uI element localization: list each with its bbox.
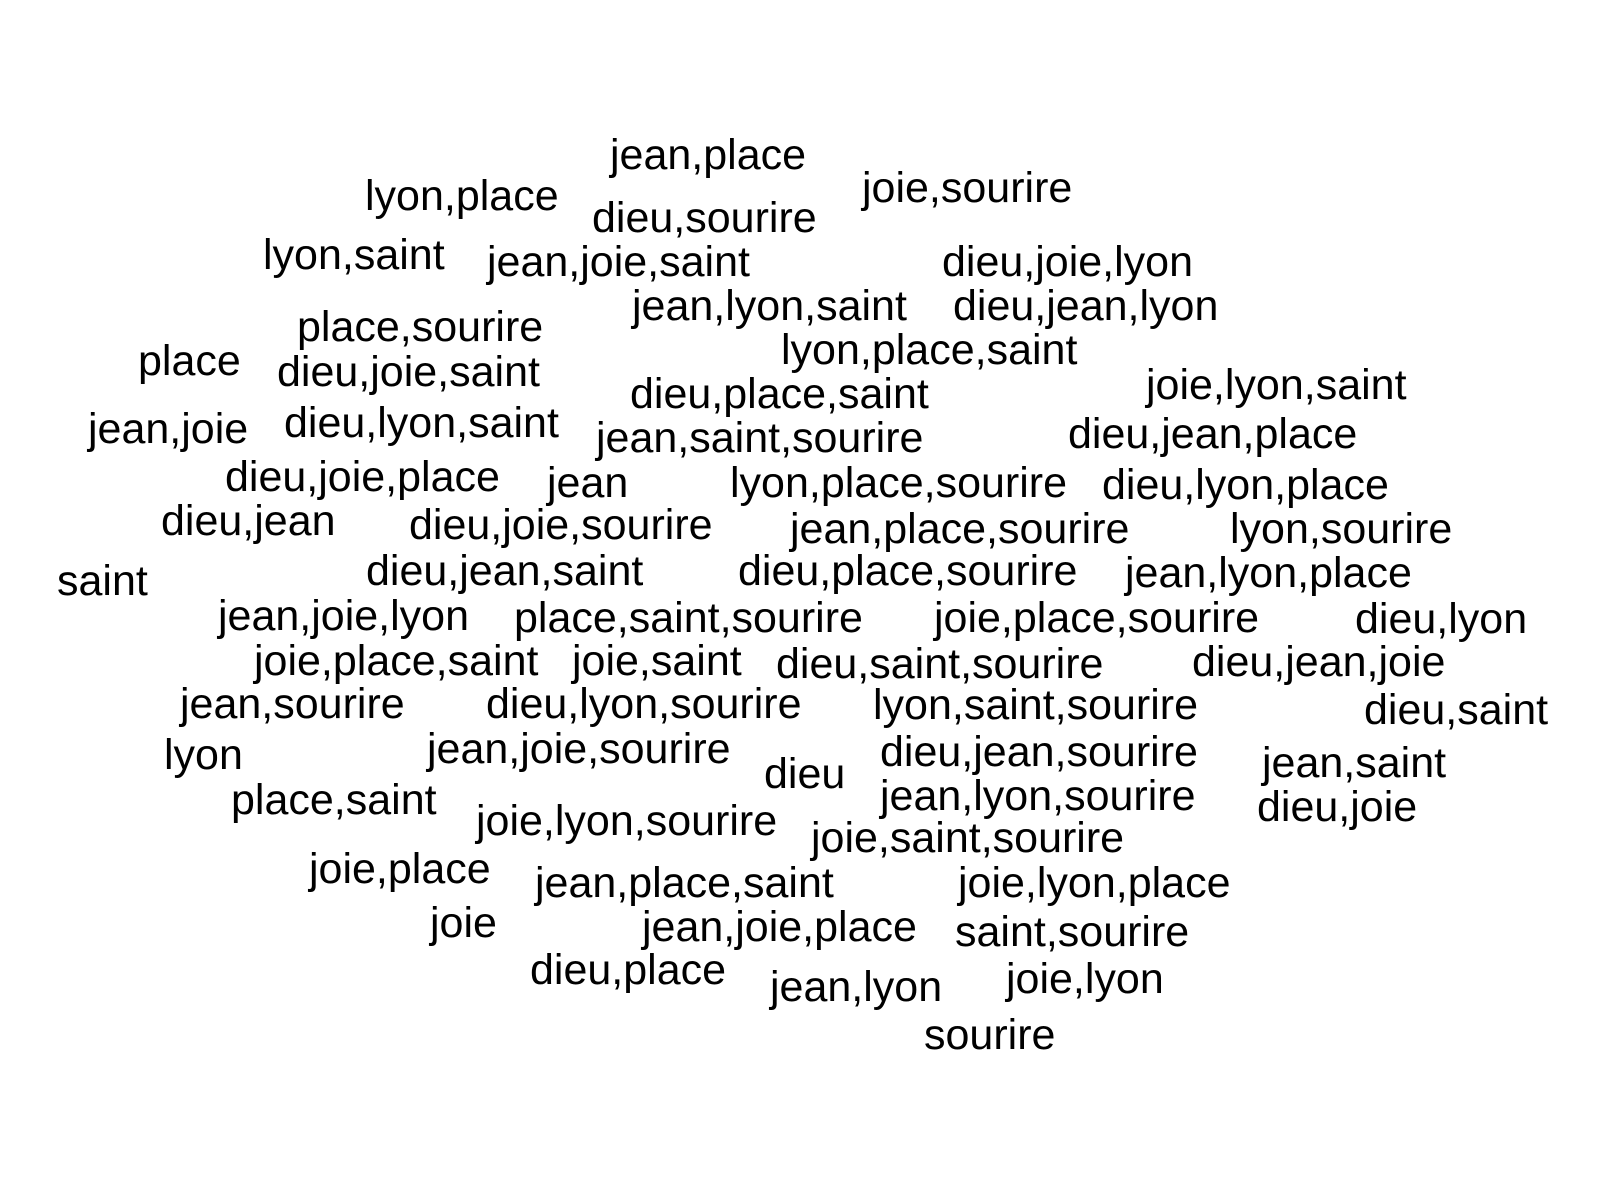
word: place,sourire: [297, 303, 544, 351]
word: dieu,jean,saint: [366, 547, 644, 595]
word: place,saint: [231, 776, 437, 824]
word: dieu,joie,sourire: [409, 501, 713, 549]
word: jean,place,saint: [535, 859, 834, 907]
word: dieu,sourire: [592, 194, 817, 242]
word: jean,place,sourire: [790, 505, 1130, 553]
word: dieu,jean,joie: [1192, 638, 1446, 686]
word: dieu,lyon,place: [1102, 461, 1389, 509]
word: place,saint,sourire: [514, 594, 863, 642]
word: dieu,place,sourire: [738, 547, 1078, 595]
word: jean,lyon: [770, 963, 943, 1011]
word: lyon,place,saint: [781, 326, 1078, 374]
word: dieu: [764, 750, 846, 798]
word: jean,joie,saint: [487, 238, 750, 286]
word: place: [138, 337, 241, 385]
word: joie,place: [309, 845, 491, 893]
word: dieu,jean,place: [1068, 410, 1358, 458]
word: dieu,jean: [161, 497, 336, 545]
word: jean,joie: [88, 405, 249, 453]
word: dieu,place: [530, 946, 727, 994]
word: jean,saint,sourire: [596, 414, 924, 462]
word: lyon,place: [365, 172, 559, 220]
word: jean,lyon,sourire: [880, 772, 1196, 820]
word: dieu,joie: [1257, 783, 1418, 831]
word: joie,saint,sourire: [811, 814, 1125, 862]
word: joie,lyon,place: [958, 859, 1231, 907]
word: lyon,saint: [263, 231, 445, 279]
word: dieu,saint: [1364, 686, 1549, 734]
word: sourire: [924, 1011, 1056, 1059]
word: lyon,place,sourire: [730, 459, 1068, 507]
word: lyon,saint,sourire: [873, 681, 1199, 729]
word: joie,place,sourire: [934, 594, 1260, 642]
word: dieu,joie,place: [225, 453, 500, 501]
word: lyon,sourire: [1230, 505, 1453, 553]
word: jean,joie,sourire: [427, 725, 731, 773]
word: jean,lyon,saint: [632, 282, 907, 330]
word: saint,sourire: [955, 908, 1190, 956]
word: jean,lyon,place: [1125, 549, 1412, 597]
word: joie,place,saint: [254, 637, 539, 685]
word: jean,place: [610, 131, 807, 179]
word: jean,joie,place: [642, 903, 917, 951]
word: dieu,joie,saint: [277, 348, 540, 396]
word: lyon: [164, 731, 243, 779]
word: dieu,jean,lyon: [953, 282, 1219, 330]
word: dieu,jean,sourire: [880, 728, 1198, 776]
word: dieu,lyon,saint: [284, 399, 559, 447]
word: jean: [547, 459, 629, 507]
word: jean,joie,lyon: [218, 592, 470, 640]
word: dieu,saint,sourire: [776, 640, 1104, 688]
word: saint: [57, 557, 148, 605]
word: dieu,joie,lyon: [942, 238, 1194, 286]
word: jean,saint: [1262, 739, 1447, 787]
word: jean,sourire: [180, 680, 405, 728]
word: dieu,lyon: [1355, 595, 1528, 643]
word: joie,lyon: [1006, 955, 1164, 1003]
word: joie: [430, 899, 497, 947]
word: dieu,lyon,sourire: [486, 680, 802, 728]
word: joie,sourire: [862, 164, 1073, 212]
word: joie,lyon,sourire: [476, 797, 778, 845]
word: joie,lyon,saint: [1146, 361, 1407, 409]
word: joie,saint: [572, 637, 742, 685]
word: dieu,place,saint: [630, 370, 929, 418]
